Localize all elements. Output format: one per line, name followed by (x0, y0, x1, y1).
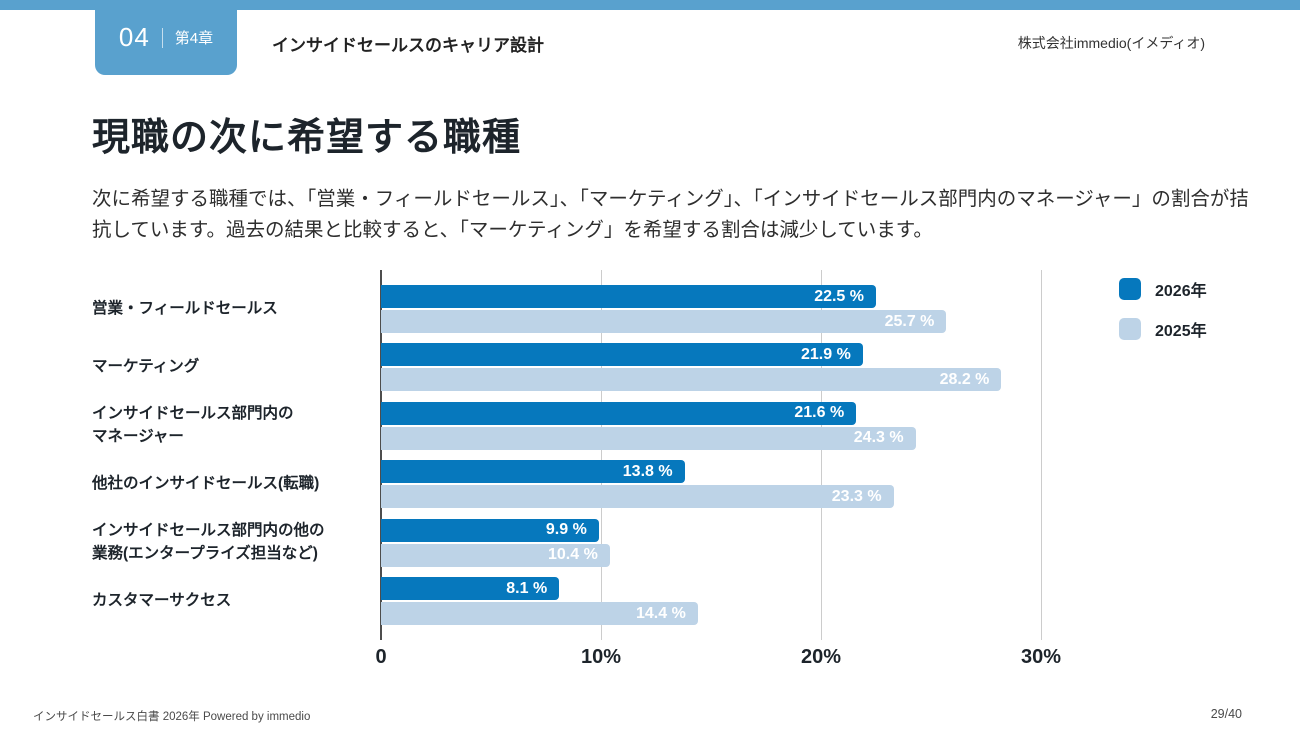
bar-value-label: 8.1 % (506, 579, 548, 597)
description-line-2: 抗しています。過去の結果と比較すると、「マーケティング」を希望する割合は減少して… (92, 219, 933, 242)
top-accent-bar (0, 0, 1300, 10)
category-label-3: 他社のインサイドセールス(転職) (92, 474, 320, 492)
description-text: 次に希望する職種では、「営業・フィールドセールス」、「マーケティング」、「インサ… (92, 184, 1249, 246)
chapter-divider (161, 27, 163, 48)
bar-2026年-2: 21.6 % (381, 401, 857, 425)
bar-2026年-3: 13.8 % (381, 460, 685, 484)
category-label-0: 営業・フィールドセールス (92, 299, 278, 317)
axis-zero-line (380, 270, 382, 640)
bar-2025年-5: 14.4 % (381, 602, 698, 625)
bar-value-label: 13.8 % (622, 462, 673, 480)
bar-value-label: 14.4 % (635, 604, 686, 622)
page-title: 現職の次に希望する職種 (92, 117, 522, 159)
bar-value-label: 10.4 % (547, 546, 598, 564)
bar-value-label: 23.3 % (831, 487, 882, 505)
category-label-5: カスタマーサクセス (92, 591, 232, 609)
bar-2026年-4: 9.9 % (381, 518, 599, 542)
bar-value-label: 21.6 % (794, 404, 845, 422)
legend-label-2026: 2026年 (1155, 283, 1207, 300)
bar-2025年-0: 25.7 % (381, 310, 947, 333)
chapter-label: 第4章 (174, 30, 214, 47)
x-tick-label-30pct: 30% (1020, 646, 1062, 668)
x-tick-label-20pct: 20% (800, 646, 842, 668)
legend-label-2025: 2025年 (1155, 323, 1207, 340)
footer-document-title: インサイドセールス白書 2026年 Powered by immedio (33, 711, 311, 723)
bar-2026年-5: 8.1 % (381, 577, 560, 600)
bar-2026年-0: 22.5 % (381, 285, 876, 308)
legend-swatch-2026 (1119, 278, 1141, 300)
chapter-number: 04 (118, 22, 150, 52)
category-label-4: インサイドセールス部門内の他の 業務(エンタープライズ担当など) (92, 522, 325, 562)
category-label-2: インサイドセールス部門内の マネージャー (92, 405, 294, 445)
footer-page-number: 29/40 (1210, 707, 1242, 721)
gridline-30% (1041, 270, 1042, 640)
gridline-20% (821, 270, 822, 640)
bar-2025年-3: 23.3 % (381, 485, 894, 509)
bar-value-label: 24.3 % (853, 429, 904, 447)
legend-swatch-2025 (1119, 318, 1141, 340)
bar-2025年-4: 10.4 % (381, 543, 610, 567)
bar-2025年-1: 28.2 % (381, 368, 1002, 392)
bar-2026年-1: 21.9 % (381, 343, 863, 367)
gridline-10% (601, 270, 602, 640)
bar-value-label: 28.2 % (939, 370, 990, 388)
company-name: 株式会社immedio(イメディオ) (1017, 35, 1205, 51)
chapter-title: インサイドセールスのキャリア設計 (272, 36, 544, 55)
category-label-1: マーケティング (92, 358, 200, 376)
legend-item-2025: 2025年 (1119, 317, 1207, 341)
bar-value-label: 9.9 % (545, 521, 587, 539)
x-tick-label-0: 0 (375, 646, 387, 668)
x-tick-label-10pct: 10% (580, 646, 622, 668)
bar-value-label: 21.9 % (800, 345, 851, 363)
bar-value-label: 22.5 % (814, 287, 864, 305)
chart-legend: 2026年 2025年 (1119, 277, 1207, 357)
bar-2025年-2: 24.3 % (381, 426, 916, 450)
description-line-1: 次に希望する職種では、「営業・フィールドセールス」、「マーケティング」、「インサ… (92, 188, 1249, 210)
legend-item-2026: 2026年 (1119, 277, 1207, 301)
chapter-tab: 04 第4章 (95, 0, 237, 75)
bar-value-label: 25.7 % (884, 312, 935, 330)
